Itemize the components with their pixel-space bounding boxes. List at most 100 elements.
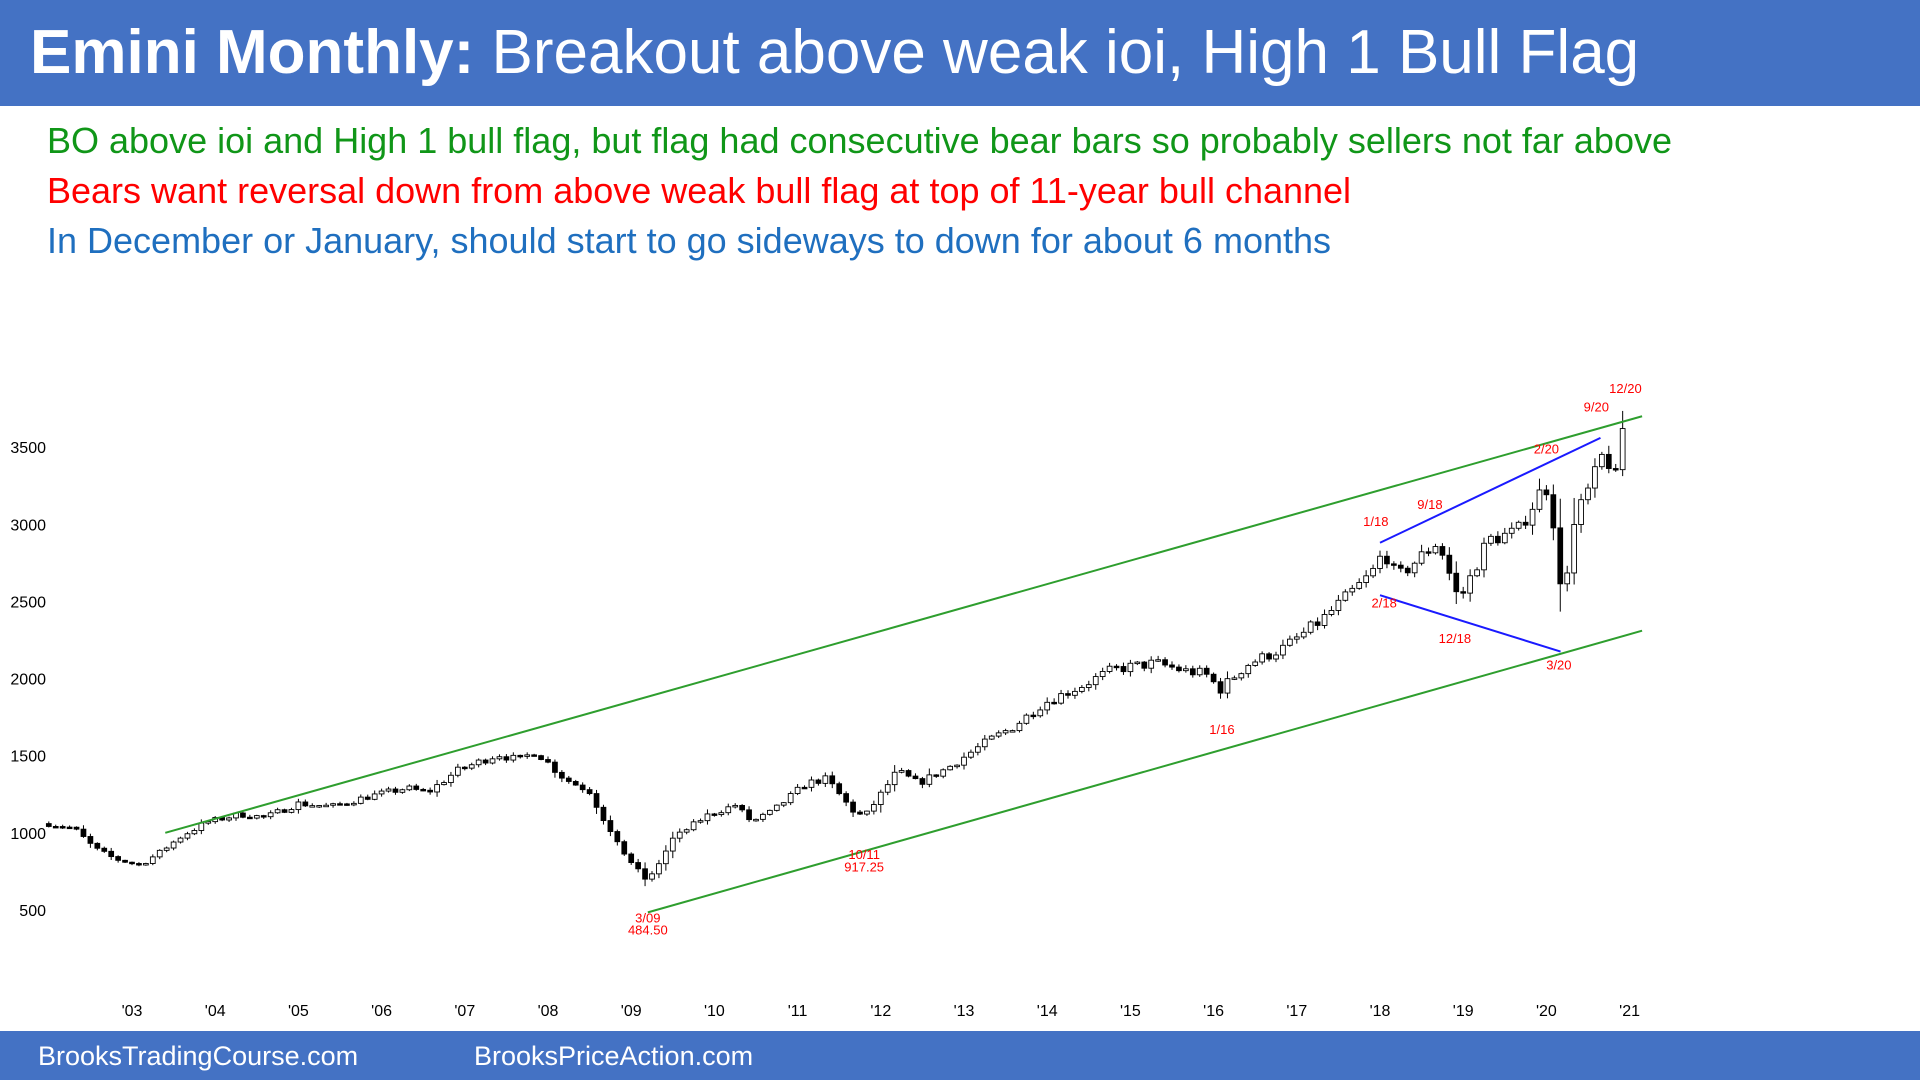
bear-candle [600,806,607,822]
bear-candle [1314,621,1321,626]
bull-candle [954,764,960,768]
bear-candle [281,809,288,813]
bull-candle [780,802,787,806]
bull-candle [656,863,662,875]
bull-candle [1016,722,1023,732]
bull-candle [309,805,316,808]
x-tick-label: '04 [205,1003,226,1020]
bear-candle [933,774,940,777]
date-annotation: 3/09 [635,910,660,925]
bear-candle [1439,546,1446,556]
bull-candle [884,784,891,793]
bear-candle [45,823,52,827]
bull-candle [1307,621,1314,633]
bear-candle [344,803,350,806]
bull-candle [1092,676,1099,686]
x-tick-label: '08 [538,1003,559,1020]
bull-candle [1273,654,1279,660]
bear-candle [538,755,544,760]
y-tick-label: 3500 [10,440,46,457]
bull-candle [1224,678,1231,694]
date-annotation: 10/11 [848,847,880,862]
bull-candle [330,803,336,806]
bear-candle [108,850,115,858]
bull-candle [1099,671,1106,678]
bear-candle [1162,659,1168,666]
x-tick-label: '15 [1120,1003,1141,1020]
y-tick-label: 1500 [10,749,46,766]
bull-candle [1529,508,1536,526]
title-rest: Breakout above weak ioi, High 1 Bull Fla… [491,18,1640,87]
bull-candle [184,833,191,839]
bull-candle [1044,701,1051,711]
bear-candle [635,862,641,870]
bear-candle [129,861,135,865]
bull-candle [794,786,801,794]
bull-candle [1349,587,1356,593]
bull-candle [940,769,947,777]
bear-candle [66,826,73,830]
bull-candle [898,770,905,773]
bear-candle [122,859,128,863]
bull-candle [1411,562,1418,574]
bull-candle [524,754,531,757]
bear-candle [1557,527,1564,585]
bull-candle [1370,567,1376,577]
bear-candle [1051,701,1057,705]
footer-link-price-action[interactable]: BrooksPriceAction.com [474,1041,754,1071]
bear-candle [1605,453,1612,469]
bear-candle [545,759,551,763]
y-axis: 500 1000 1500 2000 2500 3000 3500 [10,440,46,920]
bear-candle [912,775,919,780]
x-tick-label: '14 [1037,1003,1058,1020]
annotations: 12/209/20 2/20 9/18 1/18 2/18 12/18 3/20 1/16 10… [628,381,1642,938]
bull-candle [1564,572,1571,585]
bull-candle [1328,610,1335,615]
x-tick-label: '20 [1536,1003,1557,1020]
bull-candle [1245,664,1252,675]
bear-candle [260,815,267,818]
x-tick-label: '17 [1286,1003,1307,1020]
bear-candle [593,793,600,808]
bull-candle [441,782,447,786]
trend-lines [165,415,1643,914]
bull-candle [1585,487,1591,501]
bull-candle [683,829,690,833]
bull-candle [323,804,329,808]
bull-candle [226,817,232,821]
bull-candle [1293,636,1300,640]
bear-candle [850,801,856,813]
bear-candle [1453,572,1460,593]
date-annotation: 9/18 [1417,497,1442,512]
x-tick-label: '09 [621,1003,642,1020]
bull-candle [288,809,295,813]
bull-candle [295,801,302,811]
bull-candle [1127,662,1134,673]
bull-candle [725,806,732,814]
bear-candle [52,826,59,829]
bull-candle [1599,453,1605,468]
bull-candle [753,818,759,822]
bull-candle [1280,644,1286,656]
x-tick-label: '21 [1619,1003,1640,1020]
footer-link-courses[interactable]: BrooksTradingCourse.com [38,1041,359,1071]
x-tick-label: '12 [870,1003,891,1020]
bull-candle [1467,575,1473,594]
bull-candle [434,784,440,793]
bear-candle [586,789,593,795]
bull-candle [669,837,676,852]
bear-candle [739,804,745,811]
bull-candle [267,812,274,818]
bull-candle [995,732,1002,737]
bull-candle [1231,677,1238,680]
bear-candle [1141,661,1148,669]
bull-candle [351,802,357,806]
bull-candle [177,837,184,843]
bull-candle [1363,575,1369,583]
bull-candle [1009,730,1016,733]
date-annotation: 2/18 [1372,596,1397,611]
bear-candle [420,788,427,792]
bear-candle [1217,681,1224,694]
bull-candle [704,813,711,822]
channel-bottom-line [647,629,1643,914]
